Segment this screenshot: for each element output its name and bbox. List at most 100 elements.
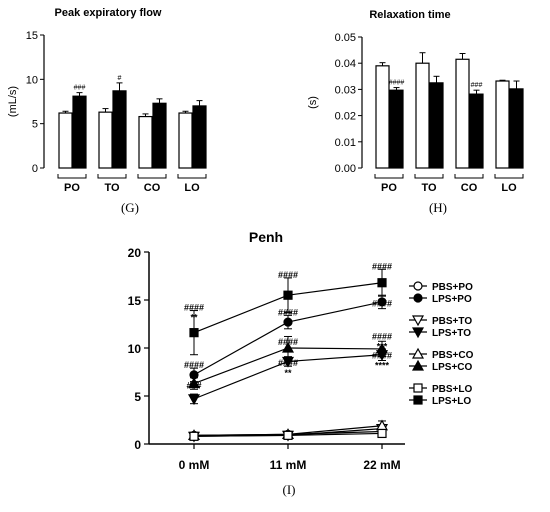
significance-marker: **** — [375, 361, 390, 371]
series-lps-lo — [189, 268, 387, 356]
y-tick-label: 5 — [32, 119, 38, 131]
category-bracket — [494, 174, 524, 179]
significance-marker: #### — [278, 337, 298, 347]
legend-marker — [413, 293, 423, 303]
bar — [112, 90, 127, 169]
data-point — [377, 278, 387, 288]
legend-marker — [413, 383, 423, 393]
y-tick-label: 0 — [134, 438, 141, 452]
significance-marker: ** — [284, 368, 292, 378]
legend-marker — [413, 395, 423, 405]
bar — [72, 95, 87, 169]
chart-title: Peak expiratory flow — [55, 7, 162, 19]
bar — [152, 102, 167, 169]
legend-label: PBS+PO — [432, 282, 473, 293]
data-point — [189, 431, 199, 441]
legend-label: PBS+LO — [432, 384, 473, 395]
legend-label: PBS+TO — [432, 316, 472, 327]
bar — [58, 112, 73, 169]
category-label: PO — [381, 182, 397, 194]
data-point — [377, 297, 387, 307]
bar — [192, 105, 207, 169]
significance-marker: ** — [190, 313, 198, 323]
bar — [509, 88, 524, 169]
significance-marker: # — [118, 75, 122, 82]
legend-marker — [413, 281, 423, 291]
bar — [469, 93, 484, 169]
bar-panel-g: Peak expiratory flow 0 5 10 15 (mL/s) PO TO CO LO… — [7, 7, 207, 215]
y-tick-label: 0.02 — [335, 111, 356, 123]
category-label: LO — [184, 182, 200, 194]
bar-panel-h: Relaxation time 0.00 0.01 0.02 0.03 0.04 0.05 (… — [307, 9, 524, 215]
x-tick-label: 22 mM — [363, 458, 400, 472]
series-pbs-lo — [189, 428, 387, 441]
y-tick-label: 5 — [134, 390, 141, 404]
category-bracket — [177, 174, 207, 179]
category-bracket — [454, 174, 484, 179]
y-tick-label: 10 — [26, 74, 38, 86]
significance-marker: #### — [372, 331, 392, 341]
legend-label: PBS+CO — [432, 350, 474, 361]
data-point — [187, 394, 201, 406]
significance-marker: #### — [184, 303, 204, 313]
bar — [429, 82, 444, 169]
data-point — [283, 430, 293, 440]
series-lps-co — [187, 335, 389, 390]
category-bracket — [414, 174, 444, 179]
legend-marker — [411, 359, 425, 371]
significance-marker: #### — [278, 358, 298, 368]
significance-marker: *** — [377, 341, 388, 351]
y-tick-label: 0.03 — [335, 84, 356, 96]
category-bracket — [137, 174, 167, 179]
x-tick-label: 11 mM — [270, 458, 307, 472]
chart-title: Penh — [249, 229, 283, 245]
chart-title: Relaxation time — [369, 9, 450, 21]
data-point — [283, 317, 293, 327]
bar — [495, 80, 510, 169]
significance-marker: #### — [184, 360, 204, 370]
category-label: CO — [144, 182, 161, 194]
legend-marker — [411, 315, 425, 327]
legend-label: LPS+LO — [432, 396, 471, 407]
legend-label: LPS+TO — [432, 328, 471, 339]
legend-marker — [411, 327, 425, 339]
category-label: PO — [64, 182, 80, 194]
category-bracket — [374, 174, 404, 179]
bar — [98, 111, 113, 169]
significance-marker: #### — [278, 307, 298, 317]
significance-marker: ### — [74, 85, 86, 92]
panel-label: (H) — [429, 200, 447, 215]
panel-label: (I) — [283, 482, 296, 497]
y-tick-label: 20 — [128, 246, 142, 260]
data-point — [283, 290, 293, 300]
category-label: TO — [421, 182, 437, 194]
x-tick-label: 0 mM — [179, 458, 210, 472]
panel-label: (G) — [121, 200, 139, 215]
y-tick-label: 15 — [128, 294, 142, 308]
data-point — [189, 328, 199, 338]
y-tick-label: 0.05 — [335, 32, 356, 44]
category-label: LO — [501, 182, 517, 194]
y-tick-label: 0.04 — [335, 58, 356, 70]
significance-marker: #### — [389, 80, 405, 87]
category-bracket — [97, 174, 127, 179]
y-tick-label: 0.01 — [335, 137, 356, 149]
y-tick-label: 15 — [26, 30, 38, 42]
significance-marker: #### — [278, 270, 298, 280]
y-axis-label: (mL/s) — [7, 86, 19, 117]
significance-marker: ### — [186, 380, 201, 390]
significance-marker: #### — [372, 351, 392, 361]
significance-marker: #### — [372, 261, 392, 271]
category-label: TO — [104, 182, 120, 194]
data-point — [377, 428, 387, 439]
data-point — [281, 341, 295, 353]
data-point — [375, 342, 389, 354]
significance-marker: ### — [471, 82, 483, 89]
bar — [375, 65, 390, 169]
category-label: CO — [461, 182, 478, 194]
y-tick-label: 10 — [128, 342, 142, 356]
bar — [138, 115, 153, 169]
